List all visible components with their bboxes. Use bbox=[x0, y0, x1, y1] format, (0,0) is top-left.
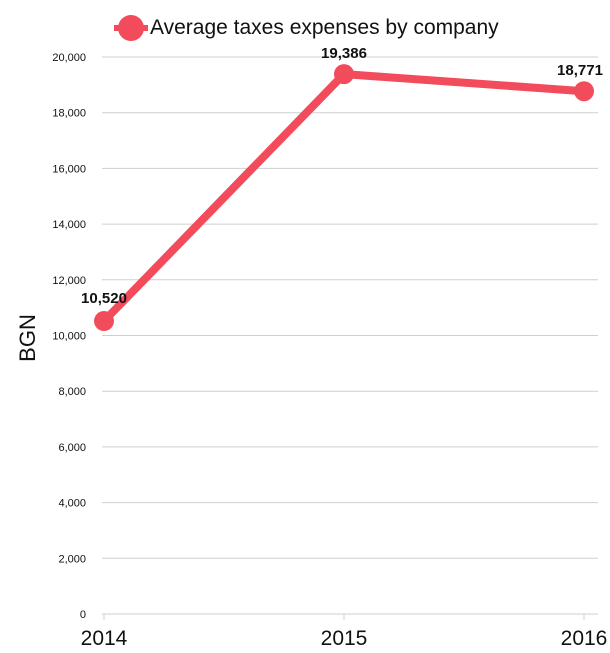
y-tick-label: 18,000 bbox=[52, 108, 86, 120]
x-tick-label: 2014 bbox=[81, 627, 128, 650]
series-line bbox=[100, 70, 588, 326]
data-label: 10,520 bbox=[81, 290, 127, 307]
legend-label: Average taxes expenses by company bbox=[150, 16, 499, 39]
data-point bbox=[94, 311, 114, 332]
data-point bbox=[334, 64, 354, 85]
legend: Average taxes expenses by company bbox=[114, 13, 499, 43]
data-label: 19,386 bbox=[321, 45, 367, 62]
y-tick-label: 8,000 bbox=[58, 386, 86, 398]
y-tick-label: 2,000 bbox=[58, 553, 86, 565]
y-tick-label: 14,000 bbox=[52, 219, 86, 231]
x-tick-label: 2016 bbox=[561, 627, 608, 650]
y-tick-label: 4,000 bbox=[58, 498, 86, 510]
y-tick-label: 10,000 bbox=[52, 331, 86, 343]
data-point bbox=[574, 81, 594, 102]
legend-marker bbox=[114, 13, 148, 43]
y-tick-label: 20,000 bbox=[52, 52, 86, 64]
x-tick-label: 2015 bbox=[321, 627, 368, 650]
y-tick-label: 0 bbox=[80, 609, 86, 621]
y-tick-label: 6,000 bbox=[58, 442, 86, 454]
y-tick-label: 16,000 bbox=[52, 163, 86, 175]
y-tick-label: 12,000 bbox=[52, 275, 86, 287]
data-label: 18,771 bbox=[557, 62, 603, 79]
